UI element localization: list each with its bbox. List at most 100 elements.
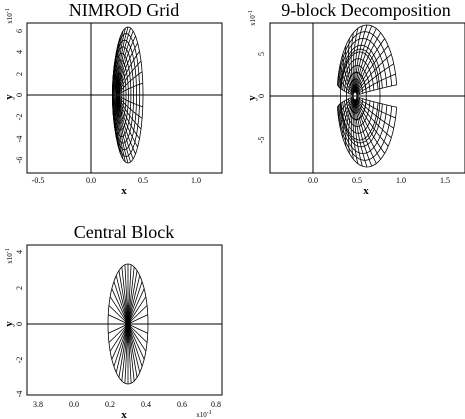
- radial-grid-line: [355, 32, 381, 93]
- radial-grid-line: [117, 96, 129, 164]
- radial-grid-line: [352, 99, 359, 164]
- spoke-line: [127, 314, 148, 325]
- radial-grid-line: [345, 98, 355, 147]
- radial-grid-line: [117, 42, 138, 94]
- radial-grid-line: [112, 95, 118, 107]
- radial-grid-line: [352, 28, 359, 93]
- radial-grid-line: [355, 53, 392, 95]
- spoke-line: [115, 323, 129, 373]
- radial-grid-line: [117, 27, 126, 94]
- spoke-line: [127, 323, 147, 352]
- radial-grid-line: [350, 99, 355, 160]
- x-axis-label: x: [363, 185, 369, 197]
- spoke-line: [127, 323, 145, 360]
- x-exponent-label: x10-1: [196, 410, 212, 419]
- spoke-line: [127, 288, 145, 325]
- x-tick-label: 0.0: [308, 176, 318, 185]
- x-tick-label: 0.6: [177, 400, 187, 409]
- spoke-line: [127, 323, 143, 367]
- radial-grid-line: [113, 95, 118, 130]
- spoke-line: [127, 296, 147, 325]
- y-axis-label: y: [3, 321, 15, 327]
- spoke-line: [111, 323, 129, 360]
- radial-grid-line: [356, 63, 394, 95]
- radial-grid-line: [114, 51, 119, 94]
- x-axis-label: x: [121, 409, 127, 419]
- radial-grid-line: [355, 99, 381, 160]
- radial-grid-line: [118, 95, 143, 108]
- y-exponent-label: x10-1: [5, 8, 14, 24]
- radial-grid-line: [354, 25, 373, 93]
- y-exponent-label: x10-1: [248, 10, 257, 26]
- y-tick-label: -6: [15, 157, 24, 164]
- x-tick-label: 0.0: [69, 400, 79, 409]
- spoke-line: [115, 275, 129, 325]
- radial-grid-line: [345, 45, 355, 94]
- radial-grid-line: [117, 96, 131, 163]
- radial-grid-line: [348, 38, 355, 94]
- radial-grid-line: [112, 95, 118, 119]
- radial-grid-line: [356, 96, 396, 119]
- radial-grid-line: [342, 97, 355, 138]
- radial-grid-line: [117, 35, 136, 94]
- radial-grid-line: [118, 95, 142, 130]
- y-tick-label: 5: [257, 52, 266, 56]
- radial-grid-line: [354, 99, 373, 167]
- radial-grid-line: [117, 96, 124, 159]
- y-tick-label: -2: [15, 114, 24, 121]
- panel-title: Central Block: [74, 222, 174, 242]
- y-tick-labels: 6 4 2 0 -2 -4 -6: [15, 29, 24, 163]
- y-tick-label: -5: [257, 137, 266, 144]
- spoke-line: [127, 323, 141, 373]
- y-tick-label: 6: [15, 29, 24, 33]
- spoke-line: [127, 281, 143, 325]
- y-tick-label: 2: [15, 72, 24, 76]
- x-tick-label: 0.5: [352, 176, 362, 185]
- block-gap: [339, 48, 381, 144]
- radial-grid-line: [117, 31, 124, 94]
- panel-nimrod-grid: NIMROD Grid -0.5 0.0 0.5 1.0 x 6 4 2 0 -…: [3, 0, 223, 197]
- spoke-line: [127, 305, 148, 325]
- x-axis-label: x: [121, 185, 127, 197]
- radial-grid-line: [117, 96, 136, 155]
- plot-frame: [26, 244, 223, 396]
- spoke-line: [109, 323, 129, 352]
- radial-grid-line: [116, 96, 121, 154]
- spoke-line: [108, 305, 129, 325]
- spoke-line: [127, 264, 132, 325]
- radial-grid-line: [118, 95, 143, 119]
- panel-title: 9-block Decomposition: [281, 0, 450, 20]
- y-axis-label: y: [3, 94, 15, 100]
- x-tick-labels: 0.0 0.5 1.0 1.5: [308, 176, 450, 185]
- grid-mesh: [112, 26, 144, 164]
- x-tick-label: 3.8: [33, 400, 43, 409]
- radial-grid-line: [350, 32, 355, 93]
- radial-grid-line: [118, 82, 143, 95]
- x-tick-label: 0.5: [138, 176, 148, 185]
- block-gap: [346, 72, 367, 120]
- radial-grid-line: [356, 96, 397, 108]
- radial-grid-line: [356, 84, 397, 96]
- radial-grid-line: [118, 96, 140, 139]
- y-tick-label: -4: [15, 391, 24, 398]
- radial-grid-line: [354, 24, 368, 93]
- radial-grid-line: [337, 84, 354, 96]
- spoke-line: [113, 323, 129, 367]
- radial-grid-line: [116, 36, 121, 94]
- radial-grid-line: [117, 96, 134, 160]
- y-tick-label: 4: [15, 250, 24, 254]
- x-tick-label: 0.4: [141, 400, 151, 409]
- spoke-line: [127, 275, 141, 325]
- y-tick-label: 0: [15, 322, 24, 326]
- radial-grid-line: [348, 98, 355, 154]
- radial-grid-line: [354, 99, 363, 167]
- spoke-line: [121, 266, 129, 325]
- radial-grid-line: [118, 71, 143, 95]
- panel-nine-block: 9-block Decomposition 0.0 0.5 1.0 1.5 x …: [246, 0, 465, 197]
- radial-grid-line: [339, 97, 355, 129]
- radial-grid-line: [113, 60, 118, 95]
- spoke-line: [127, 323, 132, 384]
- radial-grid-line: [118, 60, 142, 95]
- radial-grid-line: [354, 99, 368, 168]
